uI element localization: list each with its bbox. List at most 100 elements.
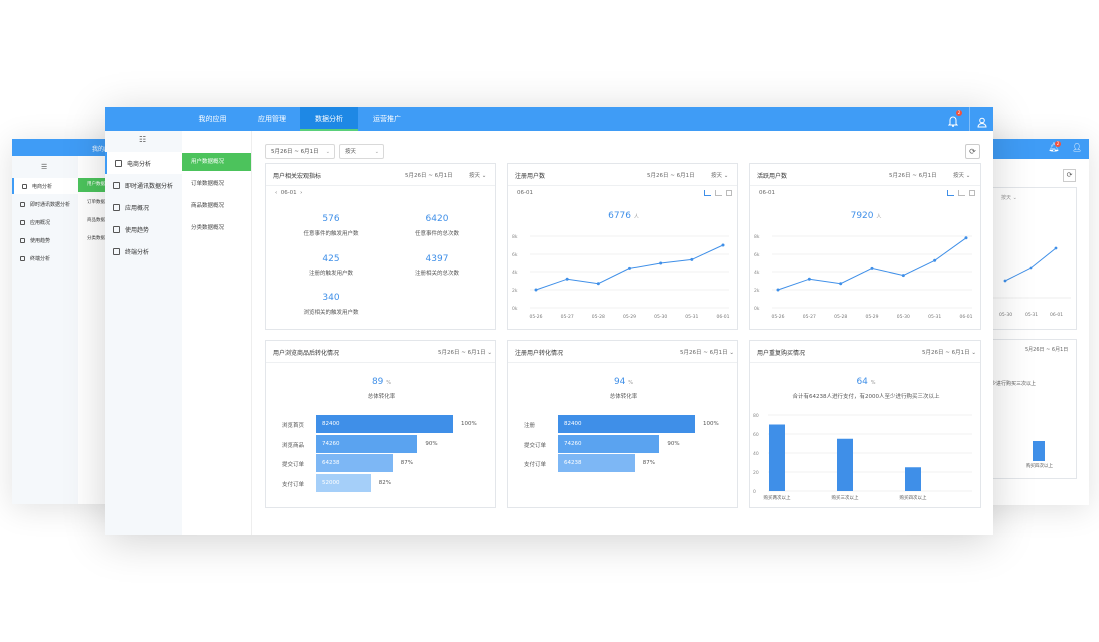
card-date: 5月26日 ~ 6月1日 — [647, 173, 695, 179]
conversion-rate-label: 总体转化率 — [367, 394, 396, 400]
nav-app-management[interactable]: 应用管理 — [258, 115, 286, 123]
line-chart-icon[interactable] — [704, 190, 711, 196]
y-tick-label: 4k — [512, 270, 518, 276]
data-point — [628, 266, 631, 270]
refresh-button[interactable]: ⟳ — [1063, 169, 1076, 182]
card-user-metrics: 用户相关宏观指标 5月26日 ~ 6月1日 按天 ⌄ ‹ 06-01 › 576… — [265, 163, 496, 330]
granularity-select[interactable]: 按天 ⌄ — [339, 144, 384, 159]
current-day: 06-01 — [517, 190, 533, 196]
user-icon[interactable]: 👤︎ — [1072, 143, 1083, 152]
stat-label: 任意事件的总次数 — [414, 231, 459, 237]
data-point — [721, 243, 725, 247]
subnav-item-products[interactable]: 商品数据概况 — [191, 203, 225, 209]
menu-fold-icon[interactable]: ☰ — [41, 163, 48, 171]
x-tick-label: 05-28 — [592, 314, 605, 320]
funnel-step-label: 浏览商品 — [282, 442, 305, 449]
bar-chart-icon[interactable] — [958, 190, 965, 196]
sidebar-item-trend[interactable]: 使用趋势 — [105, 218, 182, 240]
card-title: 注册用户转化情况 — [515, 350, 564, 357]
menu-fold-icon[interactable]: ☷ — [139, 135, 147, 144]
funnel-step-label: 支付订单 — [282, 481, 305, 488]
user-icon[interactable] — [977, 113, 987, 128]
card-header: 用户重复购买情况 5月26日 ~ 6月1日 ⌄ — [750, 341, 980, 363]
chevron-down-icon: ⌄ — [374, 149, 379, 155]
back-left-sub-1[interactable]: 订单数据概况 — [87, 200, 114, 205]
card-date[interactable]: 5月26日 ~ 6月1日 ⌄ — [680, 350, 734, 356]
series-line — [777, 237, 967, 291]
sidebar-item-ecommerce[interactable]: 电商分析 — [105, 152, 182, 174]
data-point — [901, 274, 905, 278]
granularity-dropdown[interactable]: 按天 ⌄ — [953, 173, 971, 179]
stat-value: 4397 — [425, 254, 449, 264]
back-left-item-3[interactable]: 使用趋势 — [12, 232, 78, 248]
back-left-item-1[interactable]: 即时通讯数据分析 — [12, 196, 78, 212]
repurchase-bar-chart: 0 20 40 60 80 购买两次以上 购买三次以上 购买四次以上 — [753, 413, 972, 501]
data-point — [807, 277, 811, 281]
sidebar-item-app-overview[interactable]: 应用概况 — [105, 196, 182, 218]
y-tick-label: 60 — [753, 432, 759, 438]
trend-icon — [113, 225, 120, 233]
card-date[interactable]: 5月26日 ~ 6月1日 ⌄ — [438, 350, 492, 356]
back-left-title: 我的应用 — [92, 146, 117, 153]
bar-chart-icon[interactable] — [715, 190, 722, 196]
y-tick-label: 4k — [754, 270, 760, 276]
y-tick-label: 0 — [753, 489, 756, 495]
table-icon[interactable] — [969, 190, 975, 196]
subnav-item-categories[interactable]: 分类数据概况 — [191, 225, 225, 231]
data-point — [964, 236, 968, 240]
data-point — [534, 288, 538, 292]
y-tick-label: 0k — [754, 306, 760, 312]
card-date: 5月26日 ~ 6月1日 — [405, 173, 453, 179]
x-tick-label: 05-29 — [623, 314, 636, 320]
back-left-sub-2[interactable]: 商品数据概况 — [87, 218, 114, 223]
card-title: 用户浏览商品后转化情况 — [273, 350, 340, 357]
x-tick-label: 购买三次以上 — [832, 494, 859, 501]
card-repurchase: 用户重复购买情况 5月26日 ~ 6月1日 ⌄ 64 % 合计有64238人进行… — [749, 340, 981, 508]
sidebar-item-device[interactable]: 终端分析 — [105, 240, 182, 262]
back-left-item-0[interactable]: 电商分析 — [12, 178, 78, 194]
funnel-step-percent: 82% — [378, 479, 392, 486]
sidebar: ☷ 电商分析 即时通讯数据分析 应用概况 使用趋势 终端分析 — [105, 131, 182, 535]
granularity-dropdown[interactable]: 按天 ⌄ — [469, 173, 487, 179]
granularity-dropdown[interactable]: 按天 ⌄ — [711, 173, 729, 179]
subnav-item-users[interactable]: 用户数据概况 — [182, 153, 251, 171]
card-title: 用户重复购买情况 — [757, 350, 806, 357]
data-point — [690, 257, 694, 261]
device-icon — [113, 247, 120, 255]
back-left-item-2[interactable]: 应用概况 — [12, 214, 78, 230]
back-left-item-4[interactable]: 终端分析 — [12, 250, 78, 266]
bell-icon[interactable]: 🔔︎ — [1048, 143, 1060, 153]
browse-funnel: 浏览首页 82400 100% 浏览商品 74260 90% 提交订单 64238 87% 支付订… — [266, 415, 497, 505]
funnel-step-percent: 100% — [461, 421, 477, 427]
refresh-button[interactable]: ⟳ — [965, 144, 980, 159]
back-left-sub-3[interactable]: 分类数据概况 — [87, 236, 114, 241]
table-icon[interactable] — [726, 190, 732, 196]
device-icon — [20, 255, 25, 261]
stat-value: 425 — [322, 254, 340, 264]
line-chart-icon[interactable] — [947, 190, 954, 196]
sidebar-item-im[interactable]: 即时通讯数据分析 — [105, 174, 182, 196]
bar — [769, 424, 785, 491]
date-navigator[interactable]: ‹ 06-01 › — [275, 190, 303, 196]
stat-value: 6420 — [425, 214, 449, 224]
registered-users-line-chart: 0k 2k 4k 6k 8k 05-26 05-27 05-28 05-29 05-30 05-31… — [512, 234, 730, 320]
funnel-bar: 82400 — [558, 415, 695, 433]
funnel-step-label: 注册 — [524, 423, 536, 429]
nav-my-apps[interactable]: 我的应用 — [198, 115, 227, 123]
y-tick-label: 0k — [512, 306, 518, 312]
x-tick-label: 05-30 — [897, 314, 910, 320]
subnav-item-orders[interactable]: 订单数据概况 — [191, 181, 225, 187]
data-point — [933, 258, 937, 262]
register-funnel: 注册 82400 100% 提交订单 74260 90% 支付订单 64238 87% — [508, 415, 739, 505]
back-right-date: 5月26日 ~ 6月1日 — [1025, 347, 1069, 353]
date-range-picker[interactable]: 5月26日 ~ 6月1日 ⌄ — [265, 144, 335, 159]
card-date[interactable]: 5月26日 ~ 6月1日 ⌄ — [922, 350, 976, 356]
data-point — [870, 266, 874, 270]
x-tick-label: 购买四次以上 — [900, 494, 927, 501]
back-right-bar — [1033, 441, 1045, 461]
nav-operations[interactable]: 运营推广 — [373, 115, 401, 123]
chevron-down-icon: ⌄ — [325, 149, 330, 155]
nav-data-analysis[interactable]: 数据分析 — [300, 107, 358, 131]
data-point — [839, 282, 843, 286]
bell-icon[interactable] — [947, 112, 959, 127]
